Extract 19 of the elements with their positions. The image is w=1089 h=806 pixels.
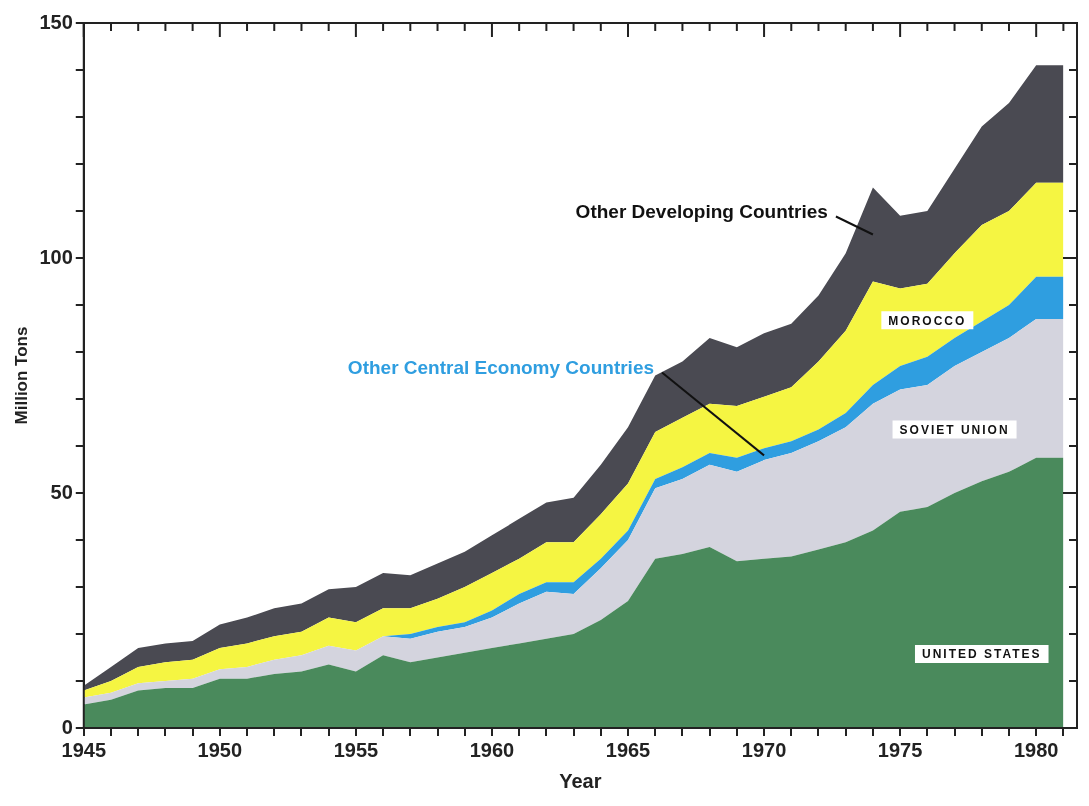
x-tick-label: 1980 [1013,738,1059,761]
y-tick-label: 50 [50,480,73,503]
y-tick-label: 150 [39,10,73,33]
series-label: Other Developing Countries [575,200,828,222]
x-tick-label: 1950 [197,738,243,761]
x-tick-label: 1970 [741,738,787,761]
series-label: MOROCCO [888,313,967,328]
y-axis-title: Million Tons [11,326,31,425]
x-tick-label: 1960 [469,738,515,761]
series-label: SOVIET UNION [899,422,1010,437]
y-tick-label: 0 [61,715,73,738]
series-label: UNITED STATES [921,647,1042,662]
text: Other Central Economy Countries [347,356,655,378]
x-tick-label: 1945 [61,738,107,761]
x-axis-title: Year [559,769,602,792]
x-tick-label: 1955 [333,738,379,761]
y-tick-label: 100 [39,245,73,268]
x-tick-label: 1975 [877,738,923,761]
x-tick-label: 1965 [605,738,651,761]
